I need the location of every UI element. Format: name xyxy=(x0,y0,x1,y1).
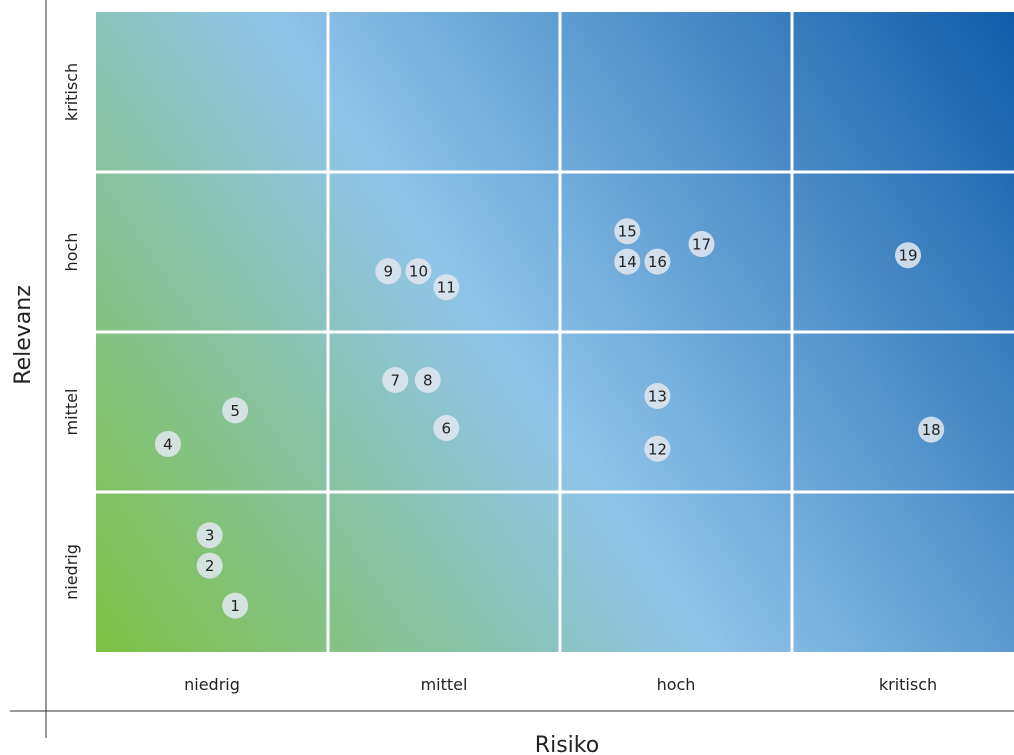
y-tick-label: kritisch xyxy=(62,63,81,121)
data-point: 11 xyxy=(433,274,460,301)
data-point-label: 8 xyxy=(423,372,433,390)
y-tick-label: hoch xyxy=(62,233,81,272)
data-point-marker xyxy=(382,367,409,393)
data-point-marker xyxy=(196,522,223,549)
x-axis-title: Risiko xyxy=(535,733,599,755)
data-point-marker xyxy=(405,258,432,285)
data-point-label: 1 xyxy=(230,597,240,615)
data-point-marker xyxy=(688,231,715,257)
data-point-label: 17 xyxy=(692,236,711,254)
y-axis-title: Relevanz xyxy=(11,285,36,384)
data-point: 2 xyxy=(196,552,223,579)
x-tick-labels: niedrig mittel hoch kritisch xyxy=(184,675,937,694)
grid-lines xyxy=(96,12,1014,652)
data-point-marker xyxy=(614,218,641,245)
data-point-label: 19 xyxy=(898,247,917,265)
data-point-marker xyxy=(644,248,671,275)
data-point: 7 xyxy=(382,367,409,393)
data-point: 3 xyxy=(196,522,223,549)
data-point: 8 xyxy=(414,367,441,393)
data-point-marker xyxy=(375,258,402,285)
data-point-marker xyxy=(644,383,671,409)
x-tick-label: kritisch xyxy=(879,675,937,694)
data-point: 12 xyxy=(644,435,671,462)
y-tick-label: mittel xyxy=(62,389,81,436)
data-point: 4 xyxy=(154,431,181,457)
data-point-label: 16 xyxy=(648,253,667,271)
data-point-label: 3 xyxy=(205,527,215,545)
x-tick-label: mittel xyxy=(421,675,468,694)
data-point-label: 7 xyxy=(391,372,401,390)
data-point: 16 xyxy=(644,248,671,275)
data-point: 6 xyxy=(433,415,460,441)
data-point-label: 14 xyxy=(618,253,637,271)
data-point-marker xyxy=(154,431,181,457)
data-point: 13 xyxy=(644,383,671,409)
data-point-marker xyxy=(222,397,249,424)
data-point-marker xyxy=(644,435,671,462)
data-point-label: 15 xyxy=(618,223,637,241)
x-tick-label: niedrig xyxy=(184,675,240,694)
data-point-label: 5 xyxy=(230,402,240,420)
x-tick-label: hoch xyxy=(657,675,696,694)
data-point-marker xyxy=(918,416,945,443)
data-point-label: 13 xyxy=(648,388,667,406)
data-point-marker xyxy=(196,552,223,579)
data-point-label: 18 xyxy=(922,421,941,439)
data-point: 5 xyxy=(222,397,249,424)
data-point: 1 xyxy=(222,592,249,619)
data-point: 17 xyxy=(688,231,715,257)
data-point-label: 6 xyxy=(442,420,452,438)
data-point-marker xyxy=(414,367,441,393)
data-point-label: 10 xyxy=(409,263,428,281)
axes xyxy=(10,0,1014,738)
y-tick-label: niedrig xyxy=(62,544,81,600)
data-point: 9 xyxy=(375,258,402,285)
data-point-label: 12 xyxy=(648,440,667,458)
data-point: 15 xyxy=(614,218,641,245)
data-point: 10 xyxy=(405,258,432,285)
data-point: 18 xyxy=(918,416,945,443)
y-tick-labels: niedrig mittel hoch kritisch xyxy=(62,63,81,600)
data-point-label: 11 xyxy=(437,279,456,297)
data-point: 14 xyxy=(614,248,641,275)
data-point-marker xyxy=(222,592,249,619)
data-point-marker xyxy=(433,415,460,441)
data-point-marker xyxy=(614,248,641,275)
data-point: 19 xyxy=(895,242,921,269)
data-point-label: 4 xyxy=(163,436,173,454)
data-point-label: 2 xyxy=(205,557,215,575)
data-point-marker xyxy=(433,274,460,301)
data-point-marker xyxy=(895,242,921,269)
data-point-label: 9 xyxy=(384,263,394,281)
